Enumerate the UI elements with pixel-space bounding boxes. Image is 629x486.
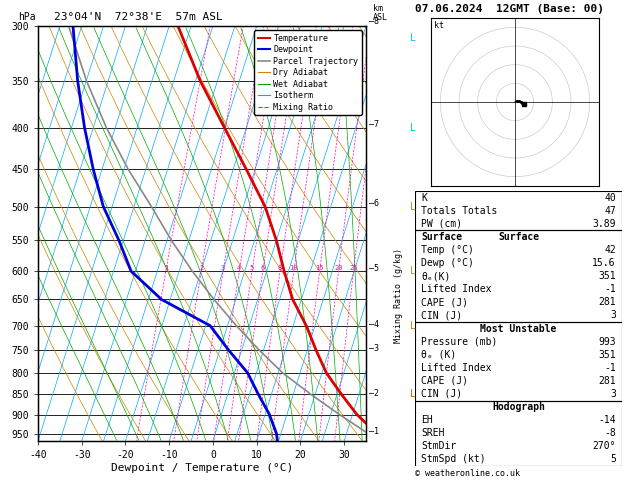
Text: –5: –5 (369, 264, 379, 273)
Bar (415, 400, 622, 466)
Text: 281: 281 (598, 297, 616, 307)
Text: 40: 40 (604, 192, 616, 203)
Text: L: L (410, 266, 416, 276)
Text: CIN (J): CIN (J) (421, 389, 462, 399)
Text: km
ASL: km ASL (372, 4, 387, 22)
Bar (415, 191, 622, 230)
Text: -8: -8 (604, 428, 616, 438)
Text: –8: –8 (369, 17, 379, 26)
Text: -1: -1 (604, 363, 616, 373)
Text: Temp (°C): Temp (°C) (421, 245, 474, 255)
Text: 8: 8 (278, 265, 282, 271)
Text: 15.6: 15.6 (593, 258, 616, 268)
Text: –4: –4 (369, 320, 379, 329)
Text: Dewp (°C): Dewp (°C) (421, 258, 474, 268)
Text: L: L (410, 33, 416, 43)
Text: StmSpd (kt): StmSpd (kt) (421, 454, 486, 465)
Text: StmDir: StmDir (421, 441, 457, 451)
Text: 1: 1 (164, 265, 168, 271)
Text: L: L (410, 321, 416, 330)
Text: 4: 4 (237, 265, 242, 271)
Text: 6: 6 (260, 265, 265, 271)
Text: 15: 15 (315, 265, 324, 271)
Text: kt: kt (435, 21, 444, 30)
Text: 993: 993 (598, 337, 616, 347)
Text: 3: 3 (610, 389, 616, 399)
Text: 3: 3 (221, 265, 225, 271)
Text: K: K (421, 192, 427, 203)
Bar (415, 230, 622, 322)
Text: Surface: Surface (421, 232, 462, 242)
Text: Mixing Ratio (g/kg): Mixing Ratio (g/kg) (394, 248, 403, 343)
Text: -14: -14 (598, 415, 616, 425)
Text: 47: 47 (604, 206, 616, 216)
Text: -1: -1 (604, 284, 616, 294)
Text: L: L (410, 389, 416, 399)
Text: θₑ (K): θₑ (K) (421, 350, 457, 360)
X-axis label: Dewpoint / Temperature (°C): Dewpoint / Temperature (°C) (111, 463, 293, 473)
Text: 25: 25 (349, 265, 358, 271)
Text: –3: –3 (369, 344, 379, 353)
Text: Totals Totals: Totals Totals (421, 206, 498, 216)
Text: Lifted Index: Lifted Index (421, 363, 492, 373)
Text: PW (cm): PW (cm) (421, 219, 462, 229)
Text: EH: EH (421, 415, 433, 425)
Text: L: L (410, 123, 416, 133)
Text: Lifted Index: Lifted Index (421, 284, 492, 294)
Text: hPa: hPa (18, 12, 36, 22)
Text: 20: 20 (334, 265, 343, 271)
Text: 23°04'N  72°38'E  57m ASL: 23°04'N 72°38'E 57m ASL (54, 12, 223, 22)
Text: 351: 351 (598, 350, 616, 360)
Text: 5: 5 (250, 265, 254, 271)
Text: 270°: 270° (593, 441, 616, 451)
Text: –1: –1 (369, 427, 379, 436)
Text: 3: 3 (610, 311, 616, 320)
Text: Surface: Surface (498, 232, 539, 242)
Text: 3.89: 3.89 (593, 219, 616, 229)
Text: Most Unstable: Most Unstable (481, 324, 557, 333)
Bar (415, 322, 622, 400)
Text: Hodograph: Hodograph (492, 402, 545, 412)
Text: SREH: SREH (421, 428, 445, 438)
Legend: Temperature, Dewpoint, Parcel Trajectory, Dry Adiabat, Wet Adiabat, Isotherm, Mi: Temperature, Dewpoint, Parcel Trajectory… (254, 30, 362, 115)
Text: L: L (410, 202, 416, 211)
Text: –7: –7 (369, 120, 379, 129)
Text: 351: 351 (598, 271, 616, 281)
Text: θₑ(K): θₑ(K) (421, 271, 450, 281)
Text: CAPE (J): CAPE (J) (421, 297, 468, 307)
Text: CAPE (J): CAPE (J) (421, 376, 468, 386)
Text: Pressure (mb): Pressure (mb) (421, 337, 498, 347)
Text: © weatheronline.co.uk: © weatheronline.co.uk (415, 469, 520, 478)
Text: 281: 281 (598, 376, 616, 386)
Text: CIN (J): CIN (J) (421, 311, 462, 320)
Text: 2: 2 (199, 265, 203, 271)
Text: –6: –6 (369, 199, 379, 208)
Text: 07.06.2024  12GMT (Base: 00): 07.06.2024 12GMT (Base: 00) (415, 4, 604, 14)
Text: –2: –2 (369, 389, 379, 398)
Text: 5: 5 (610, 454, 616, 465)
Text: 10: 10 (289, 265, 298, 271)
Text: 42: 42 (604, 245, 616, 255)
